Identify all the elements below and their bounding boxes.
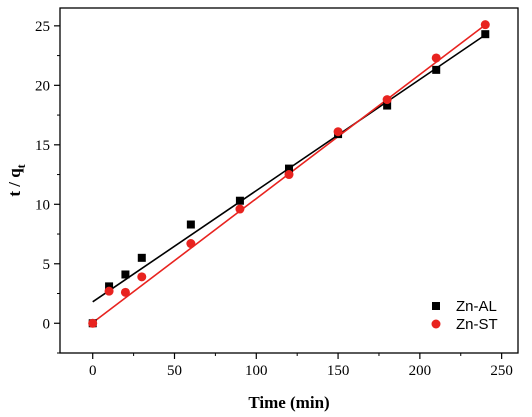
point-zn-st xyxy=(120,287,130,297)
point-zn-st xyxy=(382,95,392,105)
point-zn-st xyxy=(104,286,114,296)
point-zn-al xyxy=(235,196,244,205)
point-zn-st xyxy=(284,170,294,180)
y-tick-label-20: 20 xyxy=(35,78,50,94)
point-zn-st xyxy=(480,20,490,30)
point-zn-st xyxy=(235,204,245,214)
legend-item-zn-al: Zn-AL xyxy=(432,298,497,315)
x-tick-label-100: 100 xyxy=(245,363,268,379)
legend-item-zn-st: Zn-ST xyxy=(431,316,498,333)
point-zn-st xyxy=(88,318,98,328)
x-tick-label-150: 150 xyxy=(327,363,350,379)
x-tick-label-0: 0 xyxy=(89,363,97,379)
point-zn-al xyxy=(137,253,146,262)
legend-marker-zn-al xyxy=(432,302,440,310)
y-axis-title-subscript: t xyxy=(14,164,28,168)
y-axis-ticks: 0 5 10 15 20 25 xyxy=(35,19,60,354)
point-zn-al xyxy=(481,30,490,39)
point-zn-al xyxy=(285,164,293,173)
y-tick-label-0: 0 xyxy=(43,316,51,332)
y-tick-label-10: 10 xyxy=(35,197,50,213)
point-zn-st xyxy=(186,239,196,249)
x-axis-title: Time (min) xyxy=(248,393,329,412)
legend-label-zn-al: Zn-AL xyxy=(456,298,497,315)
y-tick-label-25: 25 xyxy=(35,19,50,35)
plot-border xyxy=(59,7,519,354)
plot-frame xyxy=(59,7,519,354)
point-zn-al xyxy=(383,101,392,110)
legend-label-zn-st: Zn-ST xyxy=(456,316,498,333)
y-tick-label-15: 15 xyxy=(35,138,50,154)
x-tick-label-200: 200 xyxy=(409,363,432,379)
point-zn-st xyxy=(333,127,343,137)
point-zn-st xyxy=(431,53,441,63)
point-zn-al xyxy=(186,220,195,229)
x-axis-ticks: 0 50 100 150 200 250 xyxy=(89,353,513,379)
x-tick-label-250: 250 xyxy=(490,363,513,379)
data-points xyxy=(88,20,490,328)
legend-marker-zn-st xyxy=(431,319,441,329)
point-zn-al xyxy=(105,282,114,291)
point-zn-st xyxy=(137,272,147,282)
point-zn-al xyxy=(121,270,130,279)
y-axis-title-main: t / q xyxy=(5,168,24,197)
y-tick-label-5: 5 xyxy=(43,257,51,273)
point-zn-al xyxy=(432,65,441,74)
x-tick-label-50: 50 xyxy=(167,363,182,379)
y-axis-title: t / qt xyxy=(5,164,28,196)
legend: Zn-AL Zn-ST xyxy=(431,298,498,333)
